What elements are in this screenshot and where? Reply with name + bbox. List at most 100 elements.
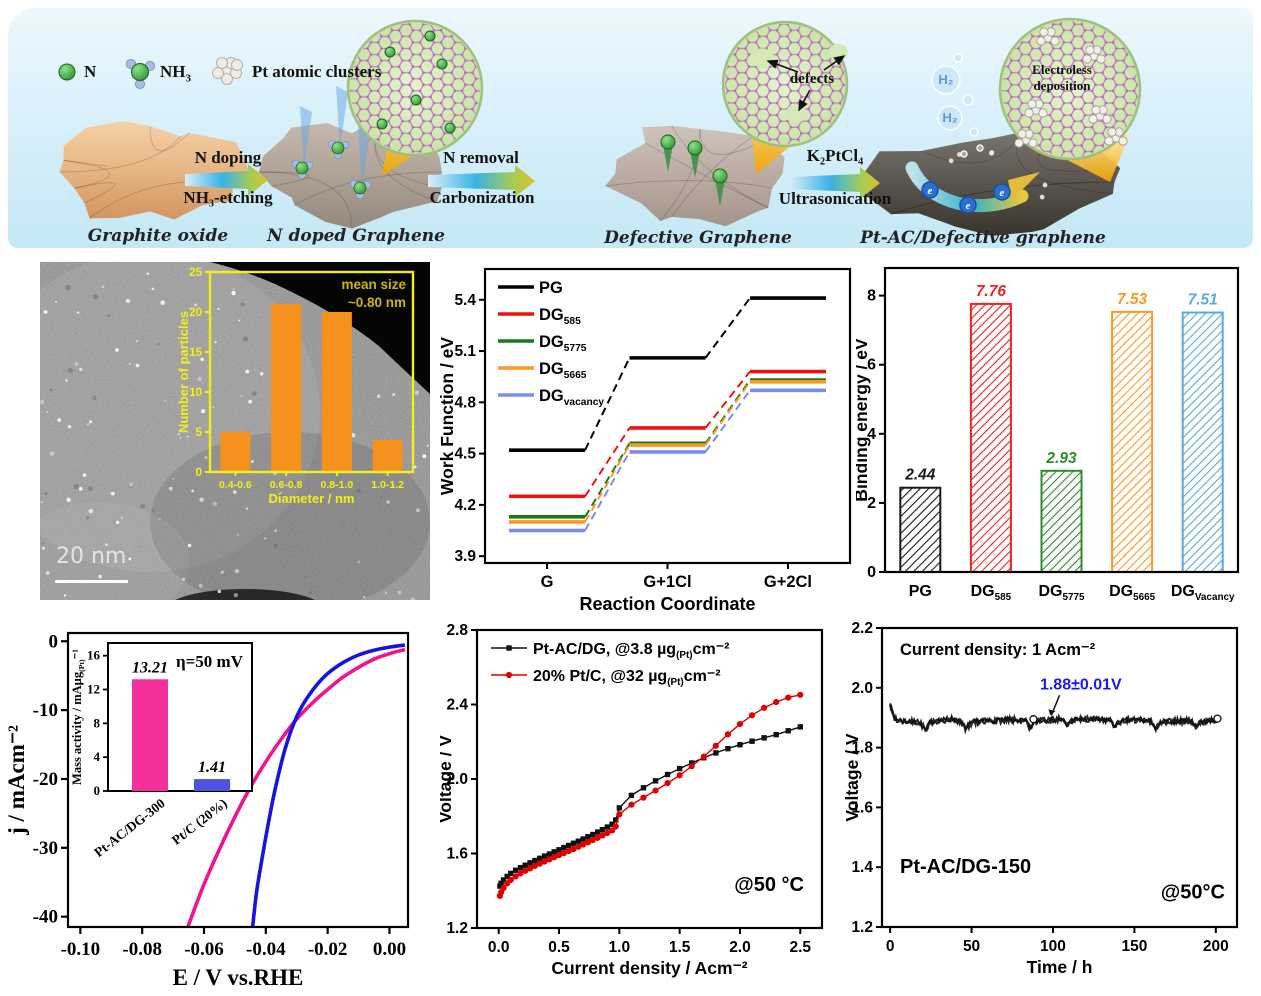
n-dopant-icon xyxy=(424,30,436,42)
wf-legend-label: DGvacancy xyxy=(539,387,604,408)
defect-patch xyxy=(828,44,848,60)
process-arrow-3 xyxy=(790,167,880,199)
stab-ytick: 1.4 xyxy=(851,859,873,876)
stab-xtick: 150 xyxy=(1121,938,1147,955)
stab-ylabel: Voltage / V xyxy=(844,733,862,821)
pt-dot-icon xyxy=(1042,182,1048,188)
wf-legend-label: DG5665 xyxy=(539,360,587,381)
legend-pt-clusters-label: Pt atomic clusters xyxy=(252,62,382,81)
graphite-oxide-sheet xyxy=(59,121,250,220)
lsv-curve-Pt-AC/DG-300 xyxy=(185,647,406,927)
pol-ytick: 1.2 xyxy=(446,920,468,937)
pol-ytick: 2.0 xyxy=(446,771,468,788)
inset-ylabel: Mass activity / mAµg(Pt)⁻¹ xyxy=(70,649,86,785)
overpotential-annotation: η=50 mV xyxy=(176,652,244,671)
inset-bar xyxy=(194,779,230,791)
wf-ytick: 3.9 xyxy=(454,548,476,565)
electron-label: e xyxy=(966,200,971,212)
pol-xlabel: Current density / Acm⁻² xyxy=(551,958,747,978)
h2-bubble-icon xyxy=(976,144,984,152)
mass-activity-inset: 0 4 8 12 16 13.21 Pt-AC/DG-300 1.41 Pt/C (20%) η=… xyxy=(70,642,253,860)
histogram-ytick: 25 xyxy=(189,267,202,279)
electron-flow-arrow xyxy=(905,161,1029,213)
lsv-xlabel: E / V vs.RHE xyxy=(173,965,304,990)
pol-xtick: 1.5 xyxy=(669,939,691,956)
n-dopant-icon xyxy=(410,94,422,106)
h2-bubble-icon xyxy=(931,65,961,95)
be-ytick: 8 xyxy=(867,288,876,305)
lsv-ylabel: j / mAcm⁻² xyxy=(4,725,29,836)
inset-value-label: 13.21 xyxy=(132,659,168,676)
arrow2-bottom-label: Carbonization xyxy=(429,188,535,207)
pol-xtick: 2.5 xyxy=(790,939,812,956)
pt-cluster-icon xyxy=(1036,27,1060,46)
histogram-bar xyxy=(220,432,251,472)
be-ytick: 4 xyxy=(867,426,876,443)
wf-ytick: 5.1 xyxy=(454,343,476,360)
tem-scale-bar-line xyxy=(55,580,128,583)
inset-ytick: 0 xyxy=(94,783,101,798)
tem-image: 0 5 10 15 20 25 0.4-0.6 0.6-0.8 0.8-1.0 1.0-1.2 Di… xyxy=(40,262,430,600)
pt-cluster-icon xyxy=(1024,99,1048,118)
histogram-xtick: 0.4-0.6 xyxy=(219,479,252,491)
process-arrow-1 xyxy=(185,164,268,196)
pt-dot-icon xyxy=(948,158,954,164)
wf-xlabel: Reaction Coordinate xyxy=(579,594,755,613)
electron-flow-arrowhead xyxy=(1008,172,1040,200)
be-value-label: 7.53 xyxy=(1117,291,1148,308)
legend-nh3-base: NH xyxy=(160,62,186,81)
be-xtick: DG5665 xyxy=(1109,583,1156,603)
stab-xtick: 0 xyxy=(886,938,895,955)
stage4-caption: Pt-AC/Defective graphene xyxy=(860,228,1106,248)
legend-nh3-sub: 3 xyxy=(185,72,192,85)
lsv-ytick: -10 xyxy=(33,700,58,721)
lsv-xtick: -0.08 xyxy=(122,939,162,960)
lsv-xtick: -0.06 xyxy=(184,939,224,960)
h2-bubble-label-2: H₂ xyxy=(942,110,958,125)
pt-cluster-icon xyxy=(1104,127,1128,146)
legend-nh3-label: NH3 xyxy=(160,62,191,84)
n-dopant-icon xyxy=(444,122,456,134)
arrow1-top-label: N doping xyxy=(194,148,262,167)
lsv-ytick: 0 xyxy=(49,631,59,652)
be-ylabel: Binding energy / eV xyxy=(856,338,871,502)
pt-dot-icon xyxy=(1039,194,1045,200)
wf-xtick: G+1Cl xyxy=(643,573,691,591)
histogram-bar xyxy=(372,440,403,472)
tem-vacuum-region xyxy=(210,262,430,394)
wf-legend-label: PG xyxy=(539,279,563,297)
arrow2-top-label: N removal xyxy=(443,148,519,167)
process-arrow-2 xyxy=(428,165,535,197)
stage2-caption: N doped Graphene xyxy=(267,226,445,246)
pol-ytick: 1.6 xyxy=(446,846,468,863)
nh3-beam-icon xyxy=(336,86,348,148)
be-bar xyxy=(1040,469,1083,573)
histogram-xtick: 1.0-1.2 xyxy=(371,479,404,491)
histogram-ytick: 5 xyxy=(196,427,203,439)
defect-arrow xyxy=(798,89,811,112)
wf-ylabel: Work Function / eV xyxy=(440,337,457,495)
arrow3-bottom-label: Ultrasonication xyxy=(778,189,892,208)
nh3-molecule-icon xyxy=(327,139,349,159)
pol-legend-label: Pt-AC/DG, @3.8 µg(Pt)cm⁻² xyxy=(533,641,729,661)
stability-marker xyxy=(1029,715,1038,724)
pol-xtick: 0.0 xyxy=(488,939,510,956)
wf-series xyxy=(509,296,826,452)
h2-bubble-icon xyxy=(969,127,979,137)
pol-xtick: 0.5 xyxy=(548,939,570,956)
n-atom-icon xyxy=(58,63,76,81)
inset-value-label: 1.41 xyxy=(198,759,226,776)
stability-trace xyxy=(889,702,1219,733)
h2-bubble-icon xyxy=(937,105,963,131)
electroless-deposition-label: Electroless deposition xyxy=(1032,62,1092,93)
n-pin-tail-icon xyxy=(690,151,700,178)
inset-bar xyxy=(132,679,168,791)
stab-ytick: 1.6 xyxy=(851,799,873,816)
wf-series xyxy=(509,388,826,533)
defect-patch xyxy=(785,105,807,123)
wf-ytick: 4.5 xyxy=(454,446,476,463)
lsv-ytick: -20 xyxy=(33,769,58,790)
be-value-label: 2.44 xyxy=(904,467,936,484)
stab-xtick: 50 xyxy=(963,938,980,955)
pt-cluster-icon xyxy=(1088,105,1112,124)
